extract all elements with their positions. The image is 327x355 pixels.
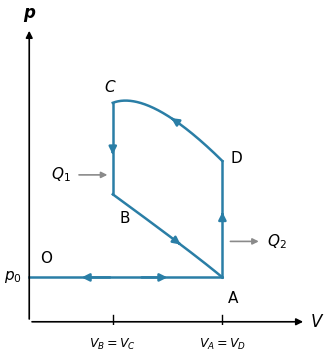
- Text: $Q_1$: $Q_1$: [51, 165, 71, 184]
- Text: $V_A = V_D$: $V_A = V_D$: [199, 337, 246, 352]
- Text: O: O: [40, 251, 52, 266]
- Text: $Q_2$: $Q_2$: [267, 232, 286, 251]
- Text: A: A: [228, 291, 238, 306]
- Text: $V_B = V_C$: $V_B = V_C$: [89, 337, 136, 352]
- Text: V: V: [311, 313, 322, 331]
- Text: B: B: [119, 211, 130, 226]
- Text: D: D: [230, 151, 242, 166]
- Text: C: C: [105, 80, 115, 94]
- Text: $p_0$: $p_0$: [4, 269, 21, 285]
- Text: p: p: [23, 5, 35, 22]
